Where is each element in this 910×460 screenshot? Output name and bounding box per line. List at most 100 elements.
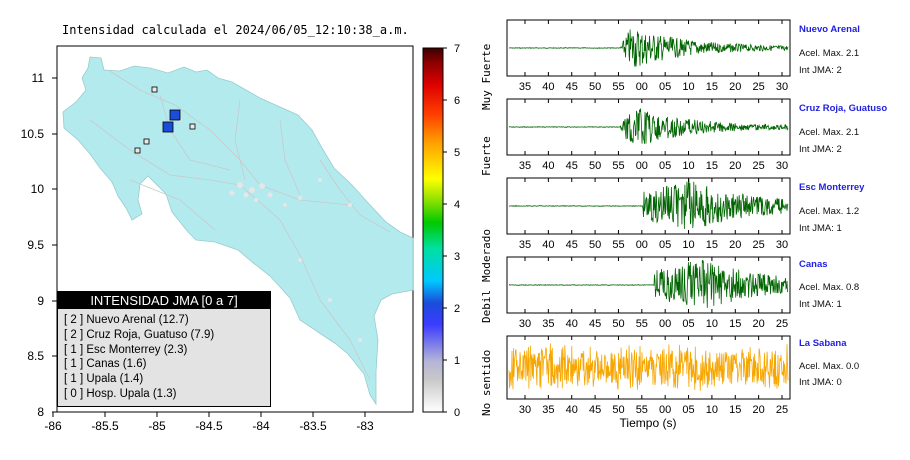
- colorbar-label-muy-fuerte: Muy Fuerte: [480, 43, 493, 110]
- waveform-tick-label: 30: [519, 404, 531, 416]
- waveform-tick-label: 25: [776, 404, 788, 416]
- waveform-panel: 35 40 45 50 55 00 05 10 15 20 25 30: [506, 98, 791, 172]
- waveform-tick-label: 00: [659, 318, 671, 330]
- colorbar-gradient: [423, 48, 443, 412]
- waveform-tick-label: 50: [589, 81, 601, 93]
- legend-item: [ 1 ] Esc Monterrey (2.3): [64, 343, 188, 356]
- waveform-panel: 30 35 40 45 50 55 00 05 10 15 20 25: [506, 256, 791, 330]
- waveform-tick-label: 10: [682, 239, 694, 251]
- station-int: Int JMA: 1: [799, 223, 842, 234]
- waveform-tick-label: 35: [519, 81, 531, 93]
- waveform-tick-label: 20: [729, 239, 741, 251]
- waveform-tick-label: 35: [519, 160, 531, 172]
- waveform-tick-label: 40: [566, 318, 578, 330]
- waveform-tick-label: 55: [612, 160, 624, 172]
- waveform-tick-label: 45: [589, 318, 601, 330]
- intensity-legend: INTENSIDAD JMA [0 a 7] [ 2 ] Nuevo Arena…: [57, 291, 271, 407]
- colorbar-tick-label: 4: [454, 199, 460, 211]
- waveform-tick-label: 20: [729, 160, 741, 172]
- waveform-trace: [508, 108, 789, 144]
- map-y-tick-label: 9.5: [27, 238, 44, 252]
- waveform-tick-label: 05: [682, 318, 694, 330]
- waveform-panel: 35 40 45 50 55 00 05 10 15 20 25 30: [506, 19, 791, 93]
- waveform-tick-label: 35: [542, 318, 554, 330]
- colorbar-label-no-sentido: No sentido: [480, 349, 493, 416]
- colorbar-tick-label: 6: [454, 95, 460, 107]
- map-y-axis: 11 10.5 10 9.5 9 8.5 8: [21, 71, 57, 419]
- marker-upala: [151, 86, 158, 93]
- waveform-tick-label: 15: [729, 404, 741, 416]
- legend-item: [ 2 ] Nuevo Arenal (12.7): [64, 314, 189, 326]
- map-y-tick-label: 10: [31, 182, 45, 196]
- station-accel: Acel. Max. 0.8: [799, 282, 860, 293]
- waveform-tick-label: 45: [589, 404, 601, 416]
- waveform-tick-label: 25: [753, 81, 765, 93]
- waveform-tick-label: 00: [636, 81, 648, 93]
- colorbar-label-debil: Debil: [480, 289, 493, 323]
- station-int: Int JMA: 1: [799, 299, 842, 310]
- station-name: Nuevo Arenal: [799, 24, 860, 35]
- map-x-tick-label: -83.5: [299, 419, 327, 433]
- station-accel: Acel. Max. 0.0: [799, 361, 860, 372]
- waveform-tick-label: 45: [566, 239, 578, 251]
- map-x-tick-label: -83: [356, 419, 374, 433]
- waveform-tick-label: 55: [636, 404, 648, 416]
- legend-item: [ 0 ] Hosp. Upala (1.3): [64, 387, 177, 400]
- map-title: Intensidad calculada el 2024/06/05_12:10…: [62, 23, 409, 37]
- waveform-tick-label: 25: [776, 318, 788, 330]
- map-x-tick-label: -84: [252, 419, 270, 433]
- colorbar-tick-label: 0: [454, 407, 460, 419]
- waveform-tick-label: 55: [612, 81, 624, 93]
- waveform-tick-label: 55: [636, 318, 648, 330]
- waveform-tick-label: 30: [519, 318, 531, 330]
- colorbar-label-fuerte: Fuerte: [480, 136, 493, 176]
- roads-layer: [89, 69, 391, 381]
- waveform-tick-label: 45: [566, 81, 578, 93]
- waveform-tick-label: 50: [612, 318, 624, 330]
- marker-nuevo-arenal: [169, 109, 181, 121]
- marker-hosp-upala: [143, 138, 150, 145]
- map-y-tick-label: 8.5: [27, 349, 44, 363]
- waveform-tick-label: 50: [612, 404, 624, 416]
- waveform-trace: [509, 29, 789, 67]
- marker-canas: [134, 147, 141, 154]
- waveform-tick-label: 30: [776, 239, 788, 251]
- colorbar-tick-label: 1: [454, 355, 460, 367]
- waveform-tick-label: 05: [659, 81, 671, 93]
- map-x-tick-label: -86: [44, 419, 62, 433]
- waveform-tick-label: 05: [682, 404, 694, 416]
- station-int: Int JMA: 0: [799, 377, 842, 388]
- waveform-tick-label: 15: [706, 239, 718, 251]
- marker-esc-monterrey: [189, 123, 196, 130]
- waveform-tick-label: 20: [753, 318, 765, 330]
- colorbar-ticks: 7 6 5 4 3 2 1 0: [443, 43, 460, 419]
- waveform-tick-label: 50: [589, 239, 601, 251]
- map-x-tick-label: -85.5: [91, 419, 119, 433]
- colorbar-tick-label: 5: [454, 147, 460, 159]
- legend-list: [ 2 ] Nuevo Arenal (12.7) [ 2 ] Cruz Roj…: [58, 309, 270, 402]
- waveform-tick-label: 00: [636, 160, 648, 172]
- waveform-tick-label: 40: [542, 160, 554, 172]
- land-costa-rica: [62, 56, 414, 406]
- waveform-trace: [508, 178, 789, 230]
- waveform-tick-label: 50: [589, 160, 601, 172]
- waveform-tick-label: 15: [706, 160, 718, 172]
- waveform-tick-label: 35: [519, 239, 531, 251]
- map-y-tick-label: 10.5: [21, 127, 45, 141]
- station-int: Int JMA: 2: [799, 65, 842, 76]
- waveform-trace: [508, 259, 789, 308]
- legend-header: INTENSIDAD JMA [0 a 7]: [58, 292, 270, 309]
- colorbar: [423, 48, 443, 412]
- waveform-tick-label: 55: [612, 239, 624, 251]
- waveform-tick-label: 10: [706, 318, 718, 330]
- waveform-tick-label: 30: [776, 160, 788, 172]
- waveform-tick-label: 30: [776, 81, 788, 93]
- map-x-tick-label: -85: [148, 419, 166, 433]
- colorbar-tick-label: 3: [454, 251, 460, 263]
- city-dots: [178, 118, 362, 342]
- waveform-trace: [508, 343, 789, 391]
- map-y-tick-label: 11: [32, 71, 45, 85]
- waveform-tick-label: 15: [706, 81, 718, 93]
- waveform-tick-label: 40: [542, 239, 554, 251]
- waveform-panels: 35 40 45 50 55 00 05 10 15 20 25 30 35 40 45 50 55 00 05 10…: [506, 19, 791, 416]
